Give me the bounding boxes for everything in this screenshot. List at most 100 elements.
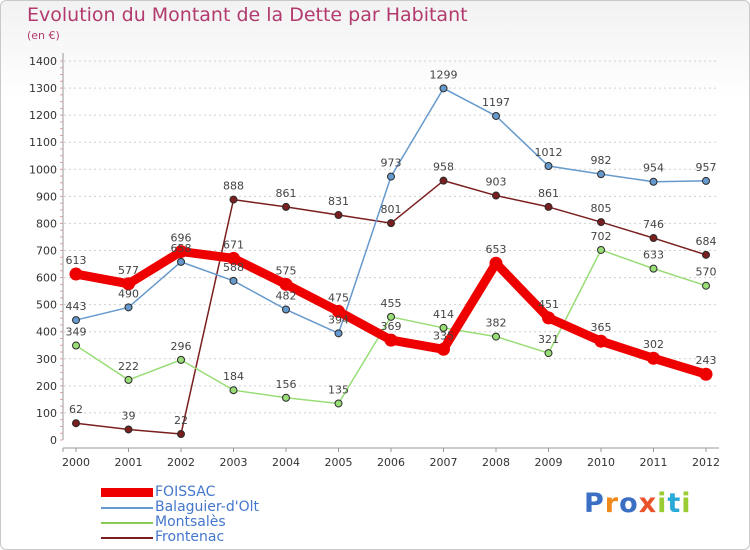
data-point [699,367,713,381]
data-point [227,251,240,265]
data-label: 805 [591,202,612,215]
chart-title: Evolution du Montant de la Dette par Hab… [27,4,468,26]
data-point [282,202,290,211]
data-point [72,316,80,325]
data-label: 243 [696,354,717,367]
data-point [649,177,658,186]
y-tick-label: 500 [36,299,57,312]
data-point [72,419,80,428]
logo-letter: i [657,488,668,519]
data-point [177,257,185,266]
data-point [597,170,605,179]
data-label: 156 [276,378,297,391]
data-label: 382 [486,317,507,330]
data-label: 957 [696,161,717,174]
x-tick-label: 2008 [482,456,510,469]
data-point [439,176,448,185]
data-label: 684 [696,235,717,248]
data-point [384,333,398,347]
data-point [492,332,500,341]
y-tick-label: 1200 [29,109,57,122]
data-point [229,386,238,395]
data-point [492,111,500,120]
data-point [439,323,448,332]
data-label: 365 [591,321,612,334]
data-label: 801 [381,203,402,216]
data-point [334,399,343,408]
data-point [437,342,450,356]
data-point [702,176,710,185]
data-point [122,277,135,291]
logo-letter: r [604,488,620,519]
y-tick-label: 700 [36,245,57,258]
data-label: 455 [381,297,402,310]
data-label: 62 [69,403,83,416]
y-tick-label: 400 [36,326,57,339]
data-point [544,202,553,211]
data-point [332,304,345,318]
data-label: 39 [122,409,136,422]
axes [60,53,719,452]
data-point [647,351,660,365]
data-label: 831 [328,195,349,208]
data-point [542,311,555,325]
data-label: 982 [591,154,612,167]
data-point [69,267,83,281]
data-label: 671 [223,238,244,251]
data-label: 296 [171,340,192,353]
legend-label: Montsalès [155,514,226,530]
data-point [649,234,658,243]
data-label: 222 [118,360,139,373]
data-point [177,430,185,439]
data-label: 696 [171,232,192,245]
data-point [334,329,343,338]
x-tick-label: 2006 [377,456,405,469]
data-label: 570 [696,266,717,279]
legend-label: FOISSAC [155,484,216,500]
y-tick-label: 600 [36,272,57,285]
data-label: 451 [538,298,559,311]
x-tick-label: 2004 [272,456,300,469]
y-tick-label: 1300 [29,82,57,95]
grid-lines [64,60,719,414]
logo-letter: t [667,488,682,519]
x-tick-label: 2001 [115,456,143,469]
data-label: 954 [643,162,664,175]
data-point [594,334,608,348]
y-tick-label: 0 [50,434,57,447]
y-tick-label: 100 [36,407,57,420]
data-point [702,281,710,290]
data-label: 577 [118,264,139,277]
data-point [439,84,448,93]
data-label: 653 [486,243,507,256]
data-label: 861 [276,187,297,200]
data-label: 633 [643,249,664,262]
y-tick-label: 300 [36,353,57,366]
proxiti-logo: Proxiti [584,488,692,519]
x-tick-label: 2010 [587,456,615,469]
data-label: 335 [433,329,454,342]
data-label: 658 [171,242,192,255]
data-point [72,341,80,350]
x-tick-label: 2012 [692,456,720,469]
legend-label: Balaguier-d'Olt [155,499,259,515]
data-label: 369 [381,320,402,333]
y-tick-label: 900 [36,190,57,203]
y-tick-label: 1100 [29,136,57,149]
x-tick-label: 2003 [220,456,248,469]
data-point [229,276,238,285]
data-label: 22 [174,414,188,427]
x-tick-label: 2009 [535,456,563,469]
data-label: 443 [66,300,87,313]
data-label: 702 [591,230,612,243]
legend-label: Frontenac [155,529,225,545]
data-point [489,256,503,270]
data-label: 321 [538,333,559,346]
x-tick-label: 2002 [167,456,195,469]
data-label: 958 [433,161,454,174]
data-point [387,172,395,181]
x-tick-label: 2011 [640,456,668,469]
x-tick-label: 2000 [62,456,90,469]
